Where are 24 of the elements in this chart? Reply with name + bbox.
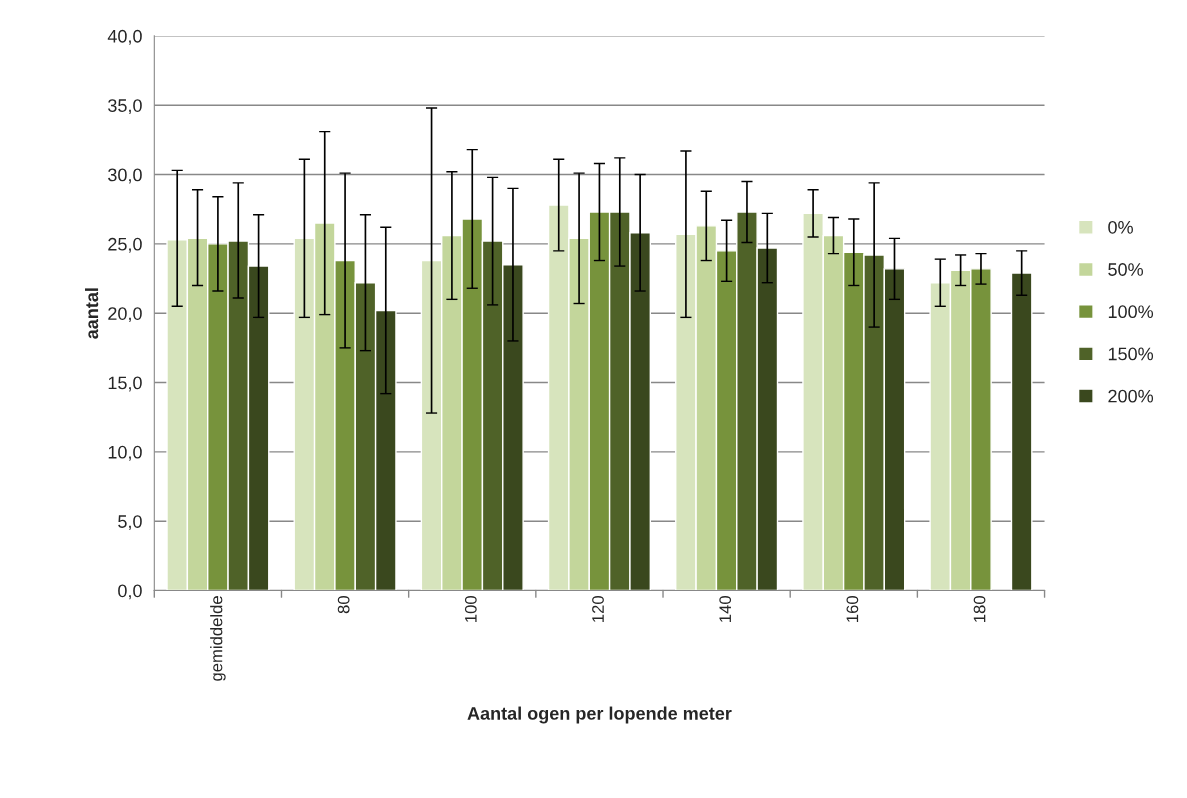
x-tick-label: 180 xyxy=(973,596,986,622)
y-axis-title: aantal xyxy=(84,288,99,339)
y-tick-label: 40,0 xyxy=(107,29,142,45)
legend-label: 100% xyxy=(1108,305,1154,319)
x-tick-label: 160 xyxy=(846,596,859,622)
x-tick-label: 80 xyxy=(337,596,350,614)
x-tick-label: 120 xyxy=(592,596,604,622)
y-tick-label: 20,0 xyxy=(108,307,142,323)
x-axis-title: Aantal ogen per lopende meter xyxy=(467,706,732,724)
y-tick-label: 5,0 xyxy=(118,515,142,531)
y-tick-label: 35,0 xyxy=(108,99,142,115)
legend-label: 200% xyxy=(1108,389,1154,403)
x-tick-label: gemiddelde xyxy=(210,596,226,681)
legend-label: 50% xyxy=(1108,263,1143,276)
y-tick-label: 0,0 xyxy=(118,584,142,600)
bar xyxy=(1010,272,1033,591)
y-tick-label: 10,0 xyxy=(108,445,142,461)
x-tick-label: 100 xyxy=(464,596,477,622)
y-tick-label: 15,0 xyxy=(108,376,142,392)
legend-label: 150% xyxy=(1108,347,1154,361)
legend-label: 0% xyxy=(1108,220,1133,234)
y-tick-label: 30,0 xyxy=(108,168,142,184)
x-tick-label: 140 xyxy=(719,596,732,622)
y-tick-label: 25,0 xyxy=(108,237,142,253)
